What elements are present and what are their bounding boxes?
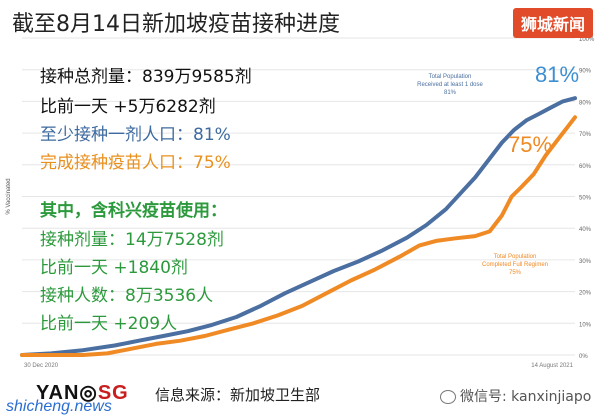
page-title: 截至8月14日新加坡疫苗接种进度 xyxy=(12,12,340,37)
stat-total-doses-change: 比前一天 +5万6282剂 xyxy=(40,97,216,117)
y-tick-label: 0% xyxy=(579,354,588,360)
series-label-at-least-one-dose: Total Population xyxy=(429,74,472,80)
stat-fully-vaccinated: 完成接种疫苗人口：75% xyxy=(40,153,231,173)
stat-sinovac-doses-change: 比前一天 +1840剂 xyxy=(40,258,188,278)
wechat-credit: 微信号: kanxinjiapo xyxy=(440,386,591,406)
site-watermark: shicheng.news xyxy=(6,398,112,415)
y-tick-label: 20% xyxy=(579,291,592,297)
series-line-at-least-one-dose xyxy=(20,96,577,357)
y-tick-label: 60% xyxy=(579,164,592,170)
y-axis-label: % Vaccinated xyxy=(6,178,12,214)
y-tick-label: 80% xyxy=(579,100,592,106)
series-label-fully-vaccinated: Completed Full Regimen xyxy=(482,262,548,268)
yansg-logo: YAN◎SG xyxy=(36,382,129,404)
stat-sinovac-doses: 接种剂量：14万7528剂 xyxy=(40,230,224,250)
source-credit: 信息来源：新加坡卫生部 xyxy=(155,386,321,404)
series-label-at-least-one-dose: 81% xyxy=(444,90,457,96)
chart-lines xyxy=(20,96,577,357)
y-tick-label: 50% xyxy=(579,196,592,202)
y-tick-label: 30% xyxy=(579,259,592,265)
wechat-icon xyxy=(440,390,456,404)
series-label-fully-vaccinated: 75% xyxy=(509,270,522,276)
y-axis-ticks: 0% 10% 20% 30% 40% 50% 60% 70% 80% 90% 100% % Vacci… xyxy=(6,37,595,369)
y-tick-label: 40% xyxy=(579,227,592,233)
series-label-fully-vaccinated: Total Population xyxy=(494,254,537,260)
x-tick-label-end: 14 August 2021 xyxy=(531,363,573,369)
series-line-fully-vaccinated xyxy=(20,115,577,357)
end-label-at-least-one-dose: 81% xyxy=(535,62,579,87)
y-tick-label: 70% xyxy=(579,132,592,138)
wechat-id: 微信号: kanxinjiapo xyxy=(460,389,592,405)
stat-sinovac-people-change: 比前一天 +209人 xyxy=(40,314,178,334)
stat-total-doses: 接种总剂量：839万9585剂 xyxy=(40,67,252,87)
stat-sinovac-people: 接种人数：8万3536人 xyxy=(40,286,214,306)
stat-at-least-one-dose: 至少接种一剂人口：81% xyxy=(40,125,231,145)
brand-badge: 狮城新闻 xyxy=(512,8,593,38)
y-tick-label: 10% xyxy=(579,322,592,328)
end-label-fully-vaccinated: 75% xyxy=(508,132,552,157)
y-tick-label: 90% xyxy=(579,69,592,75)
sinovac-heading: 其中，含科兴疫苗使用： xyxy=(40,201,227,221)
y-tick-label: 100% xyxy=(579,37,595,43)
logo-yan-text: YAN xyxy=(36,382,80,404)
series-label-at-least-one-dose: Received at least 1 dose xyxy=(417,82,483,88)
chart-annotations: Total Population Received at least 1 dose… xyxy=(417,62,579,276)
chart-gridlines xyxy=(22,37,575,356)
x-tick-label-start: 30 Dec 2020 xyxy=(24,363,59,369)
logo-sg-text: SG xyxy=(97,382,129,404)
